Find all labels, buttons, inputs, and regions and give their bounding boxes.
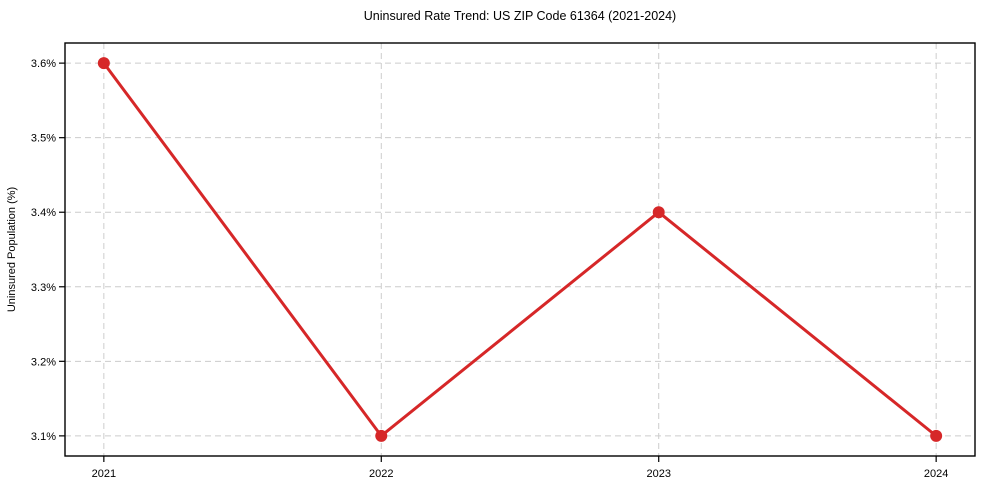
x-tick-label: 2023 (646, 468, 670, 480)
data-point-marker (375, 429, 388, 442)
plot-border (64, 42, 976, 457)
y-tick-label: 3.6% (31, 58, 56, 70)
data-point-marker (97, 57, 110, 70)
y-tick-label: 3.4% (31, 207, 56, 219)
x-tick-label: 2021 (92, 468, 116, 480)
y-tick-label: 3.1% (31, 431, 56, 443)
y-tick-label: 3.5% (31, 133, 56, 145)
trend-line (102, 61, 938, 438)
data-point-marker (652, 206, 665, 219)
data-point-marker (930, 429, 943, 442)
x-tick-label: 2022 (369, 468, 393, 480)
y-tick-label: 3.2% (31, 356, 56, 368)
chart-title: Uninsured Rate Trend: US ZIP Code 61364 … (363, 9, 677, 23)
y-tick-label: 3.3% (31, 282, 56, 294)
x-tick-label: 2024 (924, 468, 948, 480)
y-axis-label: Uninsured Population (%) (6, 187, 18, 312)
